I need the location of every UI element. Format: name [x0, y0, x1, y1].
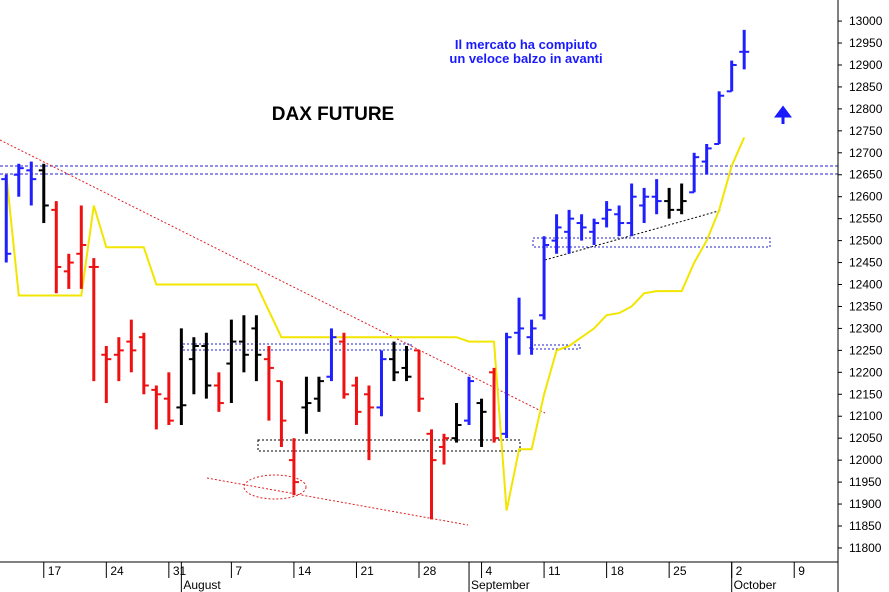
- zone: [182, 343, 412, 351]
- indicator-line: [5, 136, 746, 511]
- chart-title: DAX FUTURE: [272, 104, 394, 125]
- zone: [529, 344, 581, 350]
- trend-line: [544, 209, 723, 261]
- y-tick-label: 12800: [849, 102, 883, 116]
- up-arrow: [774, 105, 792, 124]
- y-tick-label: 11800: [849, 541, 882, 555]
- y-tick-label: 11900: [849, 497, 882, 511]
- drawings: [0, 105, 838, 526]
- y-tick-label: 12650: [849, 168, 883, 182]
- y-tick-label: 12350: [849, 299, 883, 313]
- y-tick-label: 12850: [849, 80, 883, 94]
- x-tick-label: 24: [110, 564, 124, 578]
- y-tick-label: 11850: [849, 519, 882, 533]
- y-tick-label: 12550: [849, 212, 883, 226]
- x-tick-label: 25: [673, 564, 687, 578]
- x-tick-label: 21: [360, 564, 374, 578]
- y-tick-label: 12050: [849, 431, 883, 445]
- y-tick-label: 13000: [849, 14, 883, 28]
- x-tick-label: 11: [548, 564, 561, 578]
- x-tick-label: 7: [235, 564, 242, 578]
- y-tick-label: 11950: [849, 475, 882, 489]
- y-tick-label: 12200: [849, 365, 883, 379]
- x-tick-label: 4: [486, 564, 493, 578]
- y-tick-label: 12400: [849, 278, 883, 292]
- zone: [257, 439, 521, 452]
- y-tick-label: 12250: [849, 343, 883, 357]
- x-tick-label: 9: [798, 564, 805, 578]
- y-tick-label: 12750: [849, 124, 883, 138]
- x-tick-label: 14: [298, 564, 312, 578]
- x-tick-label: 31: [173, 564, 187, 578]
- annotation: Il mercato ha compiuto: [455, 37, 597, 52]
- y-tick-label: 12700: [849, 146, 883, 160]
- y-tick-label: 12950: [849, 36, 883, 50]
- y-tick-label: 12000: [849, 453, 883, 467]
- y-tick-label: 12300: [849, 321, 883, 335]
- x-tick-label: 2: [736, 564, 743, 578]
- month-label: September: [471, 578, 530, 592]
- annotation: un veloce balzo in avanti: [449, 51, 602, 66]
- y-tick-label: 12900: [849, 58, 883, 72]
- month-label: August: [183, 578, 221, 592]
- highlight-ellipse: [243, 474, 307, 500]
- y-tick-label: 12150: [849, 387, 883, 401]
- x-tick-label: 28: [423, 564, 437, 578]
- y-tick-label: 12100: [849, 409, 883, 423]
- month-label: October: [734, 578, 777, 592]
- y-tick-label: 12600: [849, 190, 883, 204]
- x-tick-label: 18: [611, 564, 625, 578]
- y-tick-label: 12500: [849, 234, 883, 248]
- trend-line: [206, 477, 469, 526]
- trend-line: [0, 139, 546, 414]
- zone: [532, 237, 771, 248]
- y-tick-label: 12450: [849, 256, 883, 270]
- x-tick-label: 17: [48, 564, 62, 578]
